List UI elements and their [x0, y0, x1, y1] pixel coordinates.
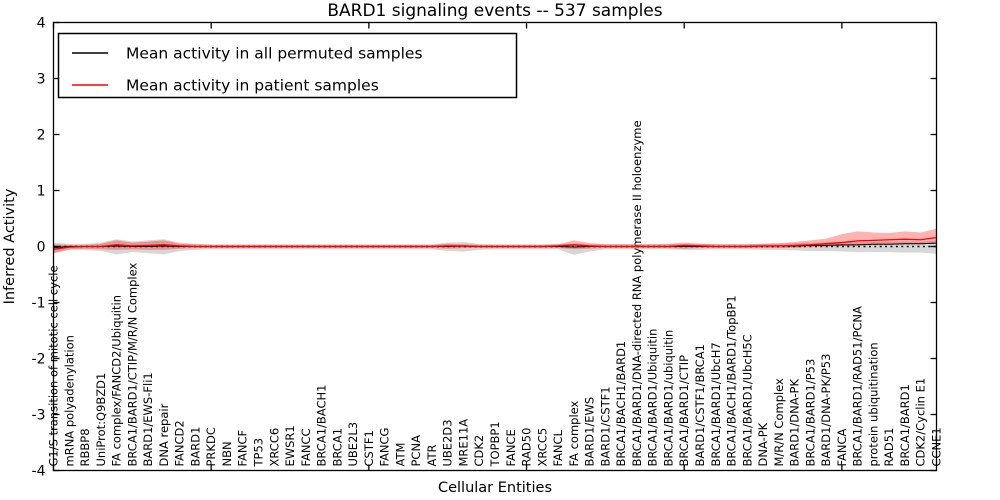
x-tick-label: mRNA polyadenylation: [62, 335, 76, 466]
x-tick-label: FANCD2: [173, 420, 187, 466]
x-tick-label: BARD1/CSTF1: [598, 386, 612, 466]
x-tick-label: BRCA1/BARD1/RAD51/PCNA: [851, 306, 865, 467]
x-tick-label: MRE11A: [456, 419, 470, 467]
x-tick-label: BRCA1/BARD1/ubiquitin: [661, 330, 675, 467]
x-tick-label: TOPBP1: [488, 421, 502, 467]
legend: Mean activity in all permuted samples Mea…: [57, 32, 518, 99]
x-tick-label: FANCA: [835, 428, 849, 466]
y-tick-label: 2: [37, 128, 46, 144]
x-tick-label: ATM: [393, 443, 407, 467]
x-tick-label: ATR: [425, 445, 439, 467]
x-tick-label: TP53: [251, 438, 265, 468]
x-tick-label: BRCA1/BARD1/Ubiquitin: [646, 329, 660, 467]
x-tick-label: protein ubiquitination: [866, 342, 880, 466]
chart-title: BARD1 signaling events -- 537 samples: [327, 1, 662, 21]
x-tick-label: BRCA1/BARD1/P53: [803, 359, 817, 467]
x-tick-label: FANCF: [236, 430, 250, 467]
y-tick-label: 0: [37, 240, 46, 256]
x-tick-label: XRCC6: [267, 428, 281, 467]
x-tick-label: FA complex: [567, 400, 581, 466]
legend-box: [57, 32, 518, 99]
x-tick-label: BRCA1/BARD1/UbcH5C: [740, 334, 754, 466]
y-tick-label: 3: [37, 72, 46, 88]
x-tick-label: BRCA1/BACH1/BARD1: [614, 341, 628, 467]
x-tick-label: UBE2L3: [346, 422, 360, 467]
x-tick-label: DNA repair: [157, 403, 171, 466]
x-tick-label: XRCC5: [535, 428, 549, 467]
x-tick-label: UBE2D3: [441, 419, 455, 466]
x-tick-label: BRCA1/BACH1/BARD1/TopBP1: [725, 295, 739, 466]
x-axis-label: Cellular Entities: [438, 480, 552, 496]
x-tick-label: CDK2: [472, 435, 486, 467]
legend-label-patient: Mean activity in patient samples: [126, 77, 379, 95]
x-tick-label: RBBP8: [78, 428, 92, 466]
x-tick-label: RAD50: [520, 428, 534, 467]
x-tick-label: BRCA1/BARD1/DNA-directed RNA polymerase …: [630, 120, 644, 466]
x-tick-label: BARD1/EWS-Fli1: [141, 372, 155, 466]
x-tick-label: BARD1/DNA-PK: [788, 379, 802, 467]
x-tick-label: FANCL: [551, 429, 565, 466]
legend-label-permuted: Mean activity in all permuted samples: [126, 45, 423, 63]
y-tick-label: -2: [32, 352, 46, 368]
x-tick-label: CSTF1: [362, 430, 376, 466]
x-tick-label: RAD51: [882, 428, 896, 467]
x-tick-label: BARD1: [188, 427, 202, 467]
x-tick-label: FA complex/FANCD2/Ubiquitin: [110, 295, 124, 466]
y-tick-label: -4: [32, 464, 46, 480]
x-tick-label: BRCA1/BARD1: [898, 384, 912, 466]
y-axis-label: Inferred Activity: [2, 188, 18, 304]
x-tick-label: BRCA1/BARD1/UbcH7: [709, 342, 723, 466]
x-tick-label: UniProt:Q9BZD1: [94, 373, 108, 467]
x-tick-label: PCNA: [409, 435, 423, 467]
x-tick-label: BARD1/EWS: [583, 397, 597, 467]
x-tick-label: FANCE: [504, 429, 518, 466]
x-tick-label: BRCA1/BACH1: [315, 385, 329, 467]
x-tick-label: PRKDC: [204, 427, 218, 466]
x-tick-label: DNA-PK: [756, 422, 770, 466]
x-tick-label: BRCA1/BARD1/CTIP/M/R/N Complex: [125, 263, 139, 467]
x-tick-label: M/R/N Complex: [772, 378, 786, 467]
x-tick-label: BARD1/DNA-PK/P53: [819, 354, 833, 467]
y-tick-label: -3: [32, 408, 46, 424]
x-tick-label: NBN: [220, 441, 234, 466]
x-tick-label: EWSR1: [283, 425, 297, 466]
x-tick-label: FANCC: [299, 428, 313, 466]
y-tick-label: 1: [37, 184, 46, 200]
x-tick-label: BRCA1/BARD1/CTIP: [677, 355, 691, 467]
y-tick-label: 4: [37, 16, 46, 32]
x-tick-label: BRCA1: [330, 428, 344, 467]
patient-mean-line: [53, 236, 937, 250]
x-tick-label: BARD1/CSTF1/BRCA1: [693, 344, 707, 466]
x-tick-label: CDK2/Cyclin E1: [914, 378, 928, 467]
y-tick-label: -1: [32, 296, 46, 312]
x-tick-label: FANCG: [378, 428, 392, 467]
